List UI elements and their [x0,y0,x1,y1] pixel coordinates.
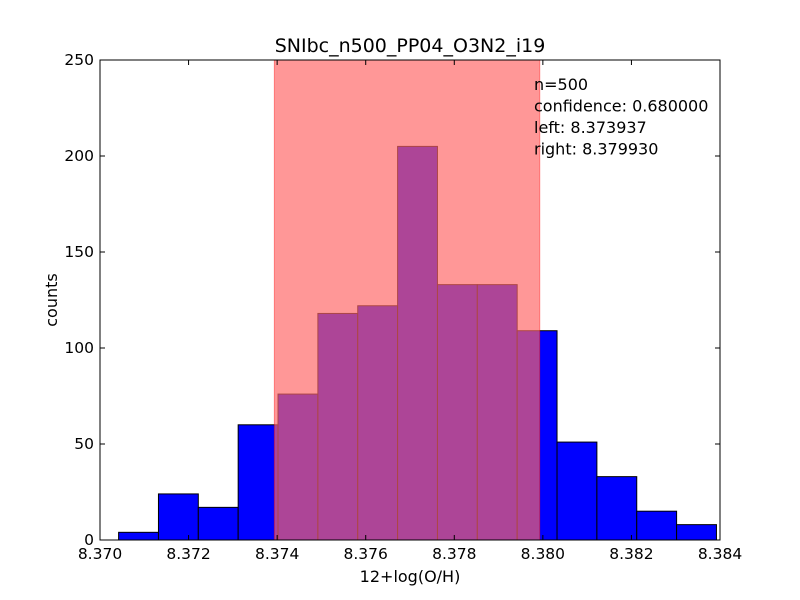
y-tick-label: 50 [74,435,94,453]
y-tick-label: 0 [84,531,94,549]
annotation-line: n=500 [534,75,588,94]
histogram-bar [676,524,717,541]
x-tick-label: 8.372 [166,545,210,563]
x-tick-label: 8.382 [609,545,653,563]
confidence-band-group [273,59,541,541]
histogram-bar [596,476,638,541]
x-tick-label: 8.374 [255,545,299,563]
x-tick-label: 8.380 [521,545,565,563]
histogram-bar [197,506,239,541]
annotations-group: n=500 confidence: 0.680000 left: 8.373937 r… [534,75,708,159]
annotation-line: confidence: 0.680000 [534,97,708,116]
histogram-bar [636,510,678,541]
x-axis-label: 12+log(O/H) [360,567,461,586]
confidence-band [273,59,541,541]
y-tick-label: 150 [64,243,94,261]
y-axis-label: counts [42,273,61,326]
annotation-line: left: 8.373937 [534,118,647,137]
histogram-bar [157,493,199,541]
histogram-bar [556,441,598,541]
histogram-bar [118,531,159,541]
x-tick-label: 8.378 [432,545,476,563]
plot-frame [99,59,721,541]
chart-title: SNIbc_n500_PP04_O3N2_i19 [275,35,546,57]
x-tick-label: 8.376 [344,545,388,563]
ticks-group: 8.370 8.372 8.374 8.376 8.378 8.380 8.382 8.384… [64,51,742,563]
y-tick-label: 200 [64,147,94,165]
x-tick-label: 8.370 [78,545,122,563]
annotation-line: right: 8.379930 [534,140,658,159]
y-tick-label: 100 [64,339,94,357]
histogram-bar [237,424,279,541]
y-tick-label: 250 [64,51,94,69]
x-tick-label: 8.384 [698,545,742,563]
